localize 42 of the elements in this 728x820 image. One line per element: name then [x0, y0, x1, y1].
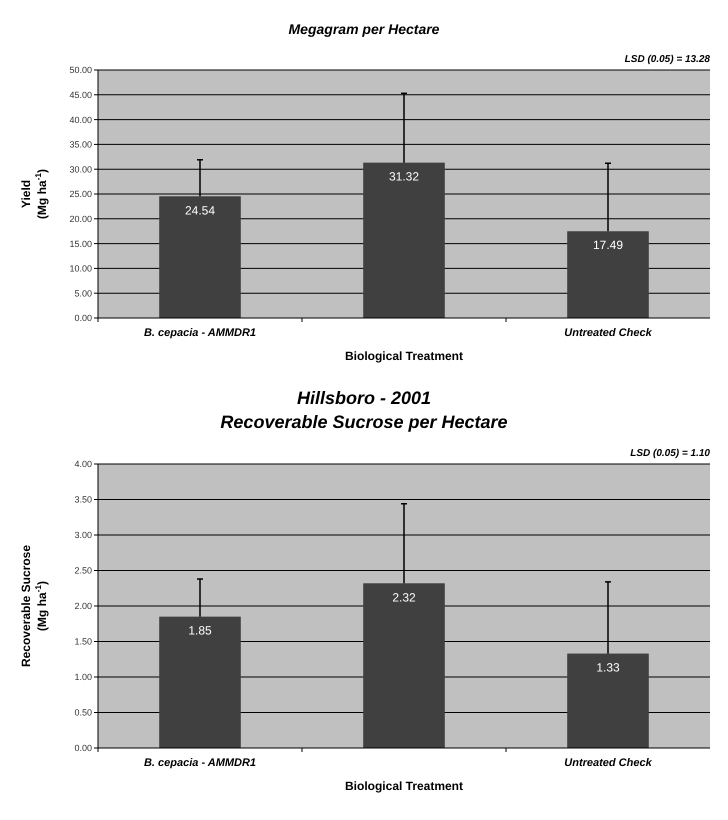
y-tick-label: 0.50 [74, 708, 92, 718]
y-tick-label: 4.00 [74, 459, 92, 470]
y-tick-label: 0.00 [74, 743, 92, 754]
y-tick-label: 1.00 [74, 672, 92, 682]
y-tick-label: 2.50 [74, 566, 92, 576]
data-label: 1.85 [188, 624, 212, 638]
text: LSD (0.05) = 13.28 [624, 54, 710, 65]
x-tick-label: Untreated Check [564, 757, 653, 769]
y-tick-label: 50.00 [69, 65, 92, 76]
bar [159, 196, 241, 318]
x-tick-label: B. cepacia - AMMDR1 [144, 327, 256, 339]
y-tick-label: 20.00 [69, 214, 92, 224]
data-label: 31.32 [388, 170, 420, 184]
data-label: 1.33 [596, 660, 620, 675]
y-tick-label: 0.00 [74, 313, 92, 324]
text: LSD (0.05) = 1.10 [630, 448, 710, 459]
y-tick-label: 3.00 [74, 530, 92, 540]
data-label: 2.32 [392, 590, 416, 604]
y-tick-label: 1.50 [74, 636, 92, 647]
x-axis-title: Biological Treatment [344, 349, 464, 363]
y-tick-label: 15.00 [69, 238, 92, 249]
y-tick-label: 2.00 [74, 601, 92, 612]
x-axis-title: Biological Treatment [344, 779, 464, 793]
y-tick-label: 25.00 [69, 189, 92, 200]
y-tick-label: 3.50 [74, 494, 92, 505]
x-tick-label: Untreated Check [564, 327, 653, 339]
data-label: 17.49 [592, 238, 624, 252]
y-tick-label: 5.00 [74, 288, 92, 298]
bar [567, 654, 649, 748]
bar [363, 162, 445, 318]
chart-title: Megagram per Hectare [288, 21, 440, 37]
y-tick-label: 30.00 [69, 164, 92, 174]
y-tick-label: 40.00 [69, 114, 92, 125]
bar [363, 583, 445, 748]
x-tick-label: B. cepacia - AMMDR1 [144, 757, 256, 769]
y-tick-label: 10.00 [69, 264, 92, 274]
chart-title: Hillsboro - 2001 Recoverable Sucrose per Hectare [220, 388, 508, 432]
bar [159, 616, 241, 748]
y-tick-label: 35.00 [69, 140, 92, 150]
y-tick-label: 45.00 [69, 90, 92, 100]
bar [567, 231, 649, 318]
data-label: 24.54 [184, 203, 216, 218]
